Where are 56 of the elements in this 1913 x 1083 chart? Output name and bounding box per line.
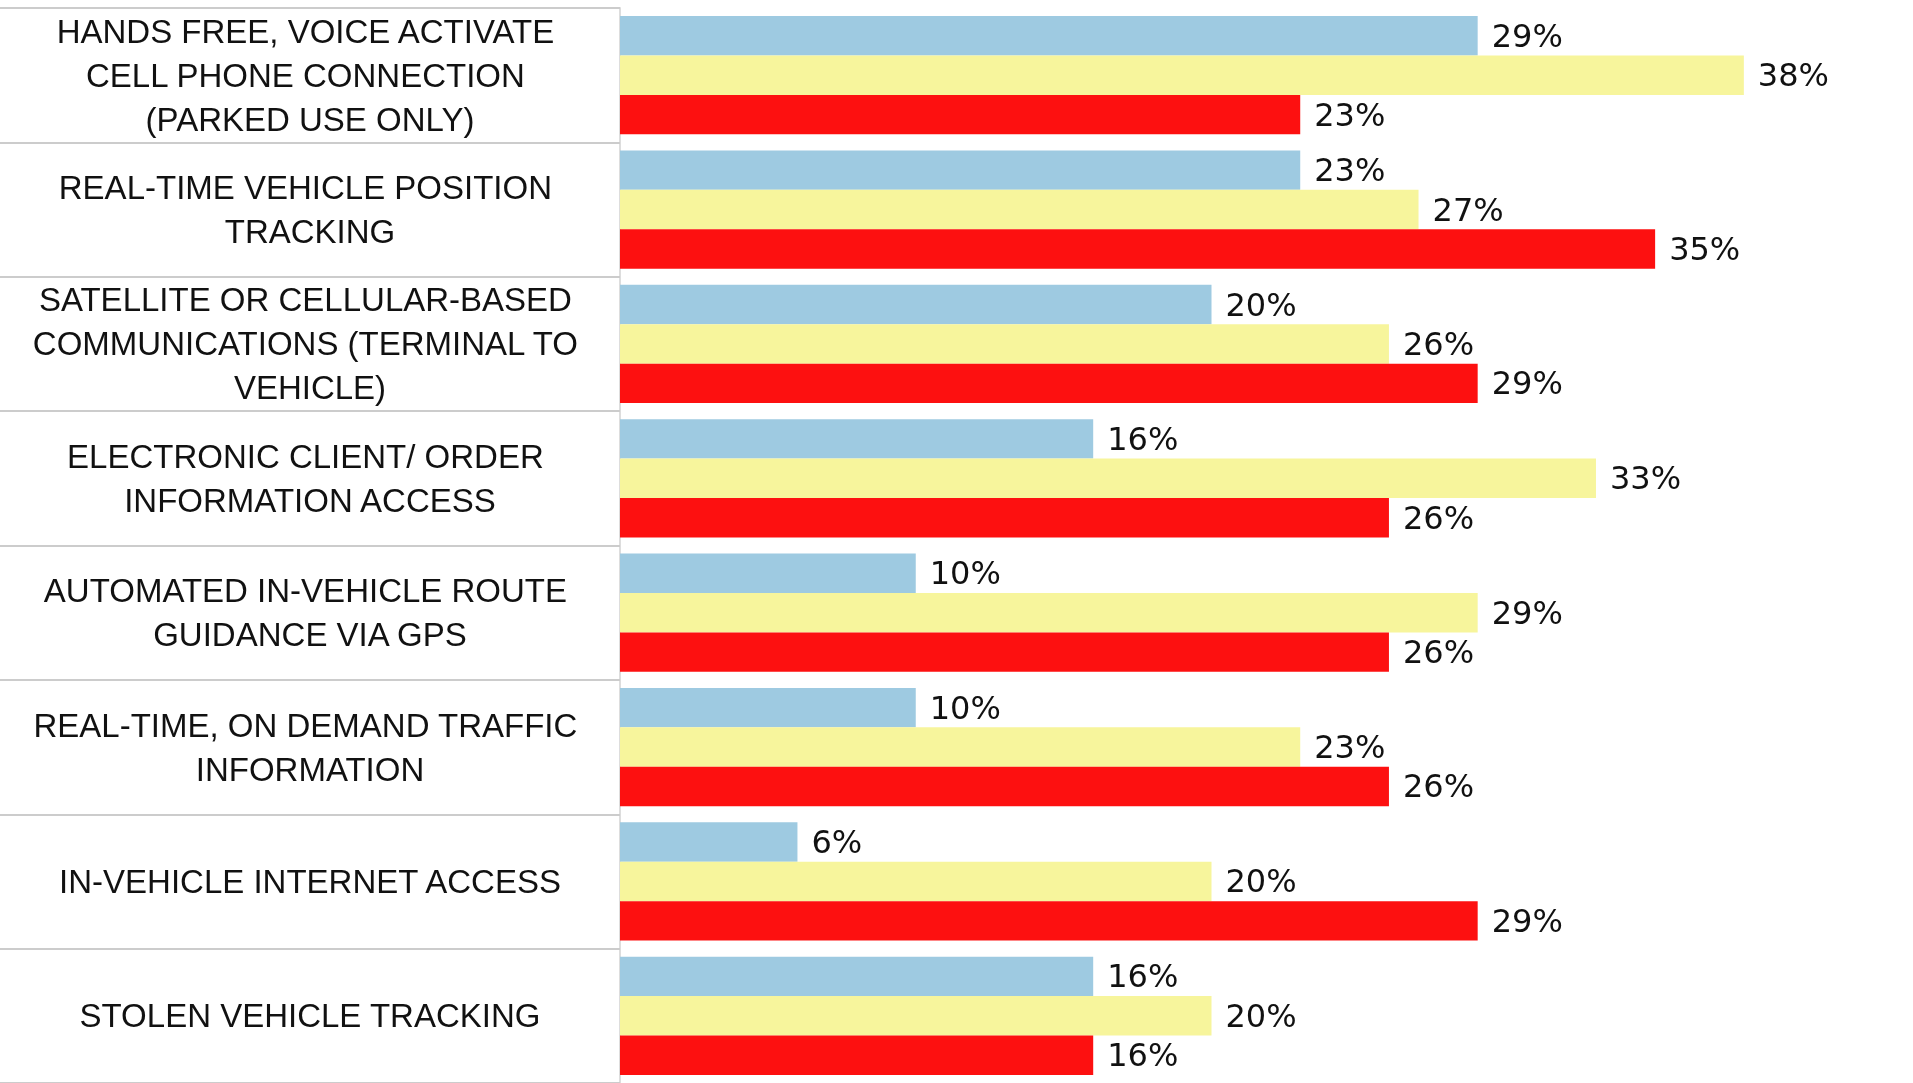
bar xyxy=(620,419,1094,459)
bar xyxy=(620,94,1301,135)
data-label: 29% xyxy=(1491,901,1563,940)
y-tick-label: REAL-TIME, ON DEMAND TRAFFIC INFORMATION xyxy=(33,706,587,788)
data-label: 20% xyxy=(1225,996,1297,1035)
bar xyxy=(620,284,1212,325)
bar xyxy=(620,727,1301,767)
bar xyxy=(620,861,1212,902)
data-label: 20% xyxy=(1225,285,1297,324)
data-label: 26% xyxy=(1402,767,1475,806)
y-tick-label: AUTOMATED IN-VEHICLE ROUTE GUIDANCE VIA GPS xyxy=(43,572,577,654)
data-label: 20% xyxy=(1225,862,1297,901)
bar xyxy=(620,901,1478,941)
data-label: 35% xyxy=(1669,229,1741,268)
bar xyxy=(620,592,1478,633)
bar xyxy=(620,822,798,862)
bar xyxy=(620,55,1744,95)
data-label: 29% xyxy=(1491,593,1563,632)
data-label: 23% xyxy=(1314,728,1386,767)
bar xyxy=(620,766,1389,807)
bar xyxy=(620,363,1478,404)
data-label: 26% xyxy=(1402,324,1475,363)
bar xyxy=(620,229,1656,269)
bar xyxy=(620,553,916,593)
y-tick-label: ELECTRONIC CLIENT/ ORDER INFORMATION ACCESS xyxy=(67,437,553,519)
bar xyxy=(620,150,1301,190)
bar xyxy=(620,16,1478,56)
data-label: 23% xyxy=(1314,95,1386,134)
bar xyxy=(620,1035,1094,1075)
y-tick-label: SATELLITE OR CELLULAR-BASED COMMUNICATIONS (TERMINAL TO VEHICLE) xyxy=(32,281,588,407)
data-label: 16% xyxy=(1107,1036,1179,1075)
data-label: 38% xyxy=(1757,56,1829,95)
data-label: 23% xyxy=(1314,151,1386,190)
data-label: 16% xyxy=(1107,957,1179,996)
data-label: 29% xyxy=(1491,364,1563,403)
bar xyxy=(620,498,1389,538)
data-label: 10% xyxy=(929,688,1001,727)
y-tick-label: STOLEN VEHICLE TRACKING xyxy=(79,997,541,1035)
bar xyxy=(620,687,916,728)
bar xyxy=(620,324,1389,364)
data-label: 26% xyxy=(1402,498,1475,537)
bar xyxy=(620,956,1094,997)
data-label: 16% xyxy=(1107,419,1179,458)
bar xyxy=(620,996,1212,1036)
y-tick-label: HANDS FREE, VOICE ACTIVATE CELL PHONE CONNECTION (PARKED USE ONLY) xyxy=(56,12,564,138)
bar xyxy=(620,189,1419,230)
bar xyxy=(620,458,1596,499)
data-label: 29% xyxy=(1491,16,1563,55)
data-label: 33% xyxy=(1609,459,1682,498)
bar xyxy=(620,632,1389,672)
data-label: 6% xyxy=(811,823,863,862)
y-tick-label: REAL-TIME VEHICLE POSITION TRACKING xyxy=(58,169,562,251)
data-label: 10% xyxy=(929,554,1001,593)
y-tick-label: IN-VEHICLE INTERNET ACCESS xyxy=(59,862,561,900)
data-label: 27% xyxy=(1432,190,1504,229)
data-label: 26% xyxy=(1402,633,1475,672)
